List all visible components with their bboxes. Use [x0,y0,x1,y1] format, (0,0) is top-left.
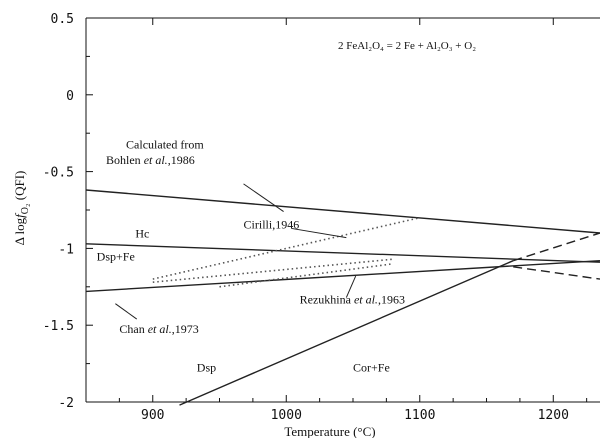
y-tick-label-4: -1.5 [43,319,74,334]
series-line-cirilli [152,216,420,280]
y-tick-label-0: 0.5 [51,12,74,27]
axis-ticks [86,17,588,403]
series-line-cor-fe-boundary [179,260,514,406]
y-tick-label-5: -2 [58,396,74,411]
bohlen-leader [243,183,284,212]
series-line-chan [85,260,600,293]
equation-label: 2 FeAl₂O₄ = 2 Fe + Al₂O₃ + O₂ [338,40,476,52]
annotation-bohlen: Bohlen et al.,1986 [106,153,195,167]
x-tick-label-1000: 1000 [271,408,302,423]
rezukhina-leader [345,275,357,298]
series-line-cor-fe-boundary-ext [512,232,600,262]
annotation-dsp: Dsp [197,360,216,374]
y-axis-label: Δ logfO₂ (QFI) [12,171,31,246]
tick-labels: 900 1000 1100 1200 0.5 0 -0.5 -1 -1.5 -2 [43,12,569,423]
annotation-calculated-from: Calculated from [126,138,204,152]
annotation-rezukhina: Rezukhina et al.,1963 [300,293,405,307]
y-tick-label-3: -1 [58,242,74,257]
annotation-cirilli: Cirilli,1946 [244,217,300,231]
series-group [85,189,600,406]
series-line-hc-upper [85,243,600,263]
x-axis-label: Temperature (°C) [284,424,375,438]
x-tick-label-1100: 1100 [404,408,435,423]
y-tick-label-2: -0.5 [43,166,74,181]
annotation-dsp-fe: Dsp+Fe [97,250,135,264]
series-line-bohlen [85,189,600,234]
series-line-hc-upper-ext [513,266,600,280]
annotation-cor-fe: Cor+Fe [353,360,390,374]
annotation-chan: Chan et al.,1973 [119,322,198,336]
cirilli-leader [291,227,347,239]
chan-leader [115,303,138,320]
x-tick-label-900: 900 [141,408,164,423]
annotation-leaders [115,183,357,320]
x-tick-label-1200: 1200 [538,408,569,423]
y-tick-label-1: 0 [66,89,74,104]
plot-frame [85,17,600,403]
annotation-hc: Hc [135,227,149,241]
